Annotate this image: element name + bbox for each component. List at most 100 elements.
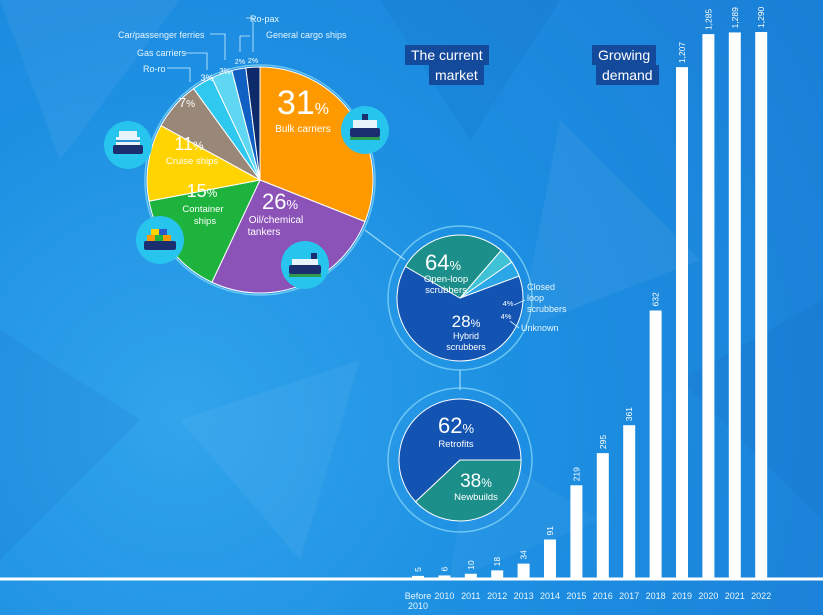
callout-closed-1: Closed [527, 282, 555, 292]
slice-retrofits [398, 398, 522, 503]
label-newbuilds-name: Newbuilds [454, 492, 498, 503]
label-oil-name-1: Oil/chemical [249, 215, 303, 226]
callout-gas: Gas carriers [137, 48, 187, 58]
bar-2014 [544, 539, 556, 578]
ship-icons [104, 106, 389, 289]
cruise-ship-icon [104, 121, 152, 169]
label-container-name-2: ships [194, 216, 216, 227]
label-general-pct: 2% [235, 59, 245, 66]
category-label-2022: 2022 [751, 591, 771, 601]
value-label-2010: 6 [439, 566, 449, 571]
label-gas-pct: 3% [200, 73, 213, 83]
value-label-2019: 1,207 [677, 42, 687, 64]
label-newbuilds-pct: 38% [460, 471, 492, 492]
heading-growing-demand-line2: demand [596, 65, 659, 85]
value-label-2021: 1,289 [730, 7, 740, 29]
category-label-2019: 2019 [672, 591, 692, 601]
bar-2017 [623, 425, 636, 578]
connectors [0, 64, 823, 581]
label-hybrid-pct: 28% [452, 312, 481, 331]
value-label-2014: 91 [545, 526, 555, 536]
scrubber-type-pie [396, 234, 524, 362]
label-cruise-name: Cruise ships [166, 156, 219, 167]
category-label-2010: 2010 [434, 591, 454, 601]
bar-2019 [676, 67, 688, 578]
bar-2018 [649, 310, 662, 578]
category-label-2017: 2017 [619, 591, 639, 601]
category-label-2011: 2011 [461, 591, 480, 601]
label-oil-pct: 26% [262, 189, 298, 214]
bar-before-2010 [412, 575, 424, 578]
installation-type-pie [398, 398, 522, 522]
ship-types-pie-labels: 31% Bulk carriers 26% Oil/chemical tanke… [118, 14, 347, 238]
value-label-2015: 219 [571, 467, 581, 481]
label-openloop-name-1: Open-loop [424, 274, 468, 285]
value-label-2013: 34 [519, 550, 529, 560]
category-label-before-2010: Before [405, 591, 432, 601]
value-label-2017: 361 [624, 407, 634, 421]
callout-closed-3: scrubbers [527, 304, 567, 314]
label-container-name-1: Container [182, 204, 223, 215]
slice-open-loop-scrubbers [396, 265, 524, 362]
category-label-2015: 2015 [566, 591, 586, 601]
value-label-before-2010: 5 [413, 567, 423, 572]
callout-roro: Ro-ro [143, 64, 166, 74]
bar-2015 [570, 485, 583, 578]
label-retrofits-name: Retrofits [438, 439, 474, 450]
bar-2021 [728, 32, 741, 578]
value-label-2018: 632 [651, 292, 661, 306]
heading-growing-demand-line1: Growing [592, 45, 657, 65]
category-label-2013: 2013 [514, 591, 534, 601]
slice-hybrid-scrubbers [404, 234, 502, 299]
category-label-before-2010-1: 2010 [408, 601, 428, 611]
bar-2016 [596, 453, 609, 578]
label-oil-name-2: tankers [248, 227, 281, 238]
label-cruise-pct: 11% [174, 134, 204, 154]
heading-current-market-line1: The current [405, 45, 489, 65]
category-label-2021: 2021 [725, 591, 745, 601]
category-label-2018: 2018 [646, 591, 666, 601]
bar-2022 [755, 32, 768, 578]
label-hybrid-name-2: scrubbers [446, 342, 486, 352]
slice-cruise-ships [146, 124, 262, 202]
label-container-pct: 15% [187, 181, 218, 201]
value-label-2016: 295 [598, 435, 608, 449]
label-bulk-pct: 31% [277, 84, 329, 122]
bar-2013 [517, 563, 530, 578]
oil-tanker-icon [281, 241, 329, 289]
bulk-carrier-ship-icon [341, 106, 389, 154]
bar-2010 [438, 575, 451, 578]
label-closed-pct: 4% [503, 299, 514, 308]
heading-current-market-line2: market [429, 65, 484, 85]
callout-ropax: Ro-pax [250, 14, 280, 24]
installation-type-pie-labels: 62% Retrofits 38% Newbuilds [438, 413, 498, 503]
label-unknown-pct: 4% [501, 312, 512, 321]
container-ship-icon [136, 216, 184, 264]
label-roro-pct: 7% [179, 95, 195, 110]
label-openloop-name-2: scrubbers [425, 285, 467, 296]
label-ferries-pct: 3% [219, 67, 231, 76]
bar-2011 [464, 573, 477, 578]
label-hybrid-name-1: Hybrid [453, 331, 479, 341]
label-retrofits-pct: 62% [438, 413, 474, 438]
callout-unknown: Unknown [521, 323, 559, 333]
value-label-2012: 18 [492, 557, 502, 567]
category-label-2016: 2016 [593, 591, 613, 601]
bar-2020 [702, 34, 715, 579]
callout-closed-2: loop [527, 293, 544, 303]
category-label-2012: 2012 [487, 591, 507, 601]
slice-newbuilds [414, 459, 522, 522]
category-label-2014: 2014 [540, 591, 560, 601]
callout-ferries: Car/passenger ferries [118, 30, 205, 40]
ship-types-pie [146, 66, 374, 294]
value-label-2022: 1,290 [756, 6, 766, 28]
scrubber-type-pie-labels: 64% Open-loop scrubbers 28% Hybrid scrub… [424, 250, 567, 352]
slice-ro-pax [245, 66, 261, 181]
callout-general: General cargo ships [266, 30, 347, 40]
label-bulk-name: Bulk carriers [275, 124, 331, 135]
bar-2012 [491, 570, 504, 578]
value-label-2011: 10 [466, 560, 476, 570]
